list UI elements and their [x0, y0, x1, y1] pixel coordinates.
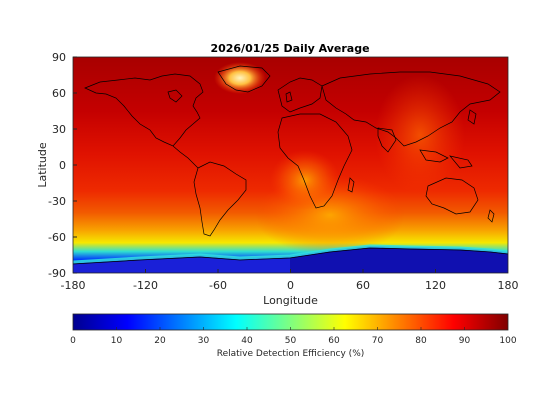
heatmap-area: [73, 57, 508, 273]
y-axis-label: Latitude: [36, 142, 49, 188]
coastline-antarctica: [73, 247, 508, 265]
coastline-africa: [277, 113, 353, 209]
coastline-south-america: [193, 161, 247, 237]
antarctic-edge-glow: [73, 244, 508, 264]
colorbar-label: Relative Detection Efficiency (%): [217, 349, 365, 359]
greenland-hotspot: [214, 62, 266, 94]
colorbar-tick-label: 70: [372, 336, 384, 346]
x-tick-label: -120: [133, 279, 158, 292]
colorbar-tick-label: 90: [459, 336, 471, 346]
colorbar-tick-label: 60: [328, 336, 340, 346]
colorbar-tick-label: 0: [70, 336, 76, 346]
y-tick-label: 30: [52, 123, 66, 136]
y-tick-label: -60: [48, 231, 66, 244]
x-tick-label: -180: [61, 279, 86, 292]
y-tick-label: 0: [59, 159, 66, 172]
y-tick-label: -30: [48, 195, 66, 208]
y-tick-label: -90: [48, 267, 66, 280]
chart-title: 2026/01/25 Daily Average: [210, 42, 369, 55]
colorbar-tick-label: 100: [499, 336, 516, 346]
x-tick-label: -60: [209, 279, 227, 292]
x-tick-label: 60: [356, 279, 370, 292]
x-tick-label: 120: [425, 279, 446, 292]
colorbar-tick-label: 20: [154, 336, 166, 346]
y-tick-label: 90: [52, 51, 66, 64]
coastline-greenland: [217, 65, 271, 93]
southern-africa-anomaly: [270, 150, 340, 210]
coastline-australia: [425, 177, 479, 215]
y-tick-label: 60: [52, 87, 66, 100]
coastline-north-america: [84, 73, 204, 147]
colorbar-tick-label: 80: [415, 336, 427, 346]
colorbar: 0 10 20 30 40 50 60 70 80 90 100 Relativ…: [70, 313, 517, 359]
x-tick-label: 0: [287, 279, 294, 292]
x-axis: -180 -120 -60 0 60 120 180: [61, 269, 519, 292]
colorbar-tick-label: 40: [241, 336, 253, 346]
x-axis-label: Longitude: [263, 294, 318, 307]
x-tick-label: 180: [498, 279, 519, 292]
y-axis: 90 60 30 0 -30 -60 -90: [48, 51, 77, 280]
indian-ocean-band: [375, 75, 465, 195]
coastline-asia: [321, 71, 501, 147]
coastline-europe: [277, 77, 323, 113]
colorbar-tick-label: 10: [111, 336, 123, 346]
coastlines: [73, 65, 508, 265]
antarctic-deep: [290, 248, 508, 273]
colorbar-tick-label: 30: [198, 336, 210, 346]
colorbar-tick-label: 50: [285, 336, 297, 346]
